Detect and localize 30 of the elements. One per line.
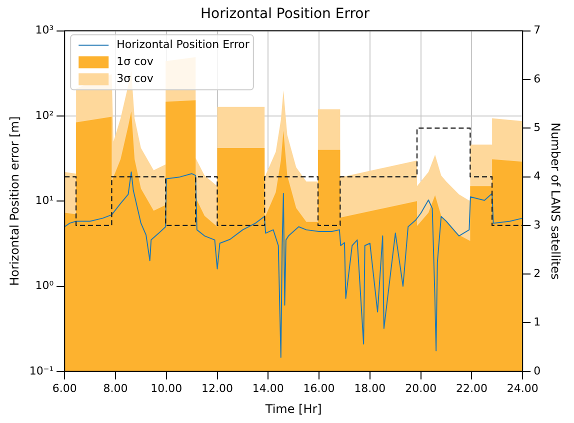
legend-label: 3σ cov <box>116 72 154 86</box>
y2-tick-label: 4 <box>534 170 541 183</box>
y-tick-label: 10⁻¹ <box>29 364 54 378</box>
y-tick-label: 10³ <box>35 24 54 37</box>
y2-tick-label: 3 <box>534 218 541 232</box>
x-tick-label: 20.00 <box>405 382 437 395</box>
x-axis-title: Time [Hr] <box>264 402 322 416</box>
x-tick-label: 6.00 <box>52 382 77 395</box>
x-tick-label: 24.00 <box>506 382 538 395</box>
x-tick-label: 14.00 <box>252 382 284 395</box>
y2-tick-label: 1 <box>534 316 541 329</box>
x-tick-label: 12.00 <box>202 382 234 395</box>
y2-tick-label: 5 <box>534 120 541 134</box>
y2-axis-title: Number of LANS satellites <box>548 122 563 280</box>
x-tick-label: 10.00 <box>150 382 182 395</box>
x-tick-label: 16.00 <box>303 382 335 395</box>
chart-title: Horizontal Position Error <box>200 6 370 22</box>
y2-tick-label: 6 <box>534 72 541 86</box>
x-tick-label: 22.00 <box>456 382 488 395</box>
legend-label: 1σ cov <box>116 55 154 68</box>
y-tick-label: 10² <box>35 108 54 122</box>
legend-label: Horizontal Position Error <box>116 38 250 52</box>
y2-tick-label: 7 <box>534 24 541 37</box>
y2-tick-label: 0 <box>534 364 541 378</box>
y-tick-label: 10¹ <box>35 194 54 207</box>
y2-tick-label: 2 <box>534 266 541 280</box>
y-tick-label: 10⁰ <box>35 279 54 292</box>
y-axis-title: Horizontal Position error [m] <box>7 116 22 286</box>
x-tick-label: 8.00 <box>103 382 128 395</box>
x-tick-label: 18.00 <box>354 382 386 395</box>
